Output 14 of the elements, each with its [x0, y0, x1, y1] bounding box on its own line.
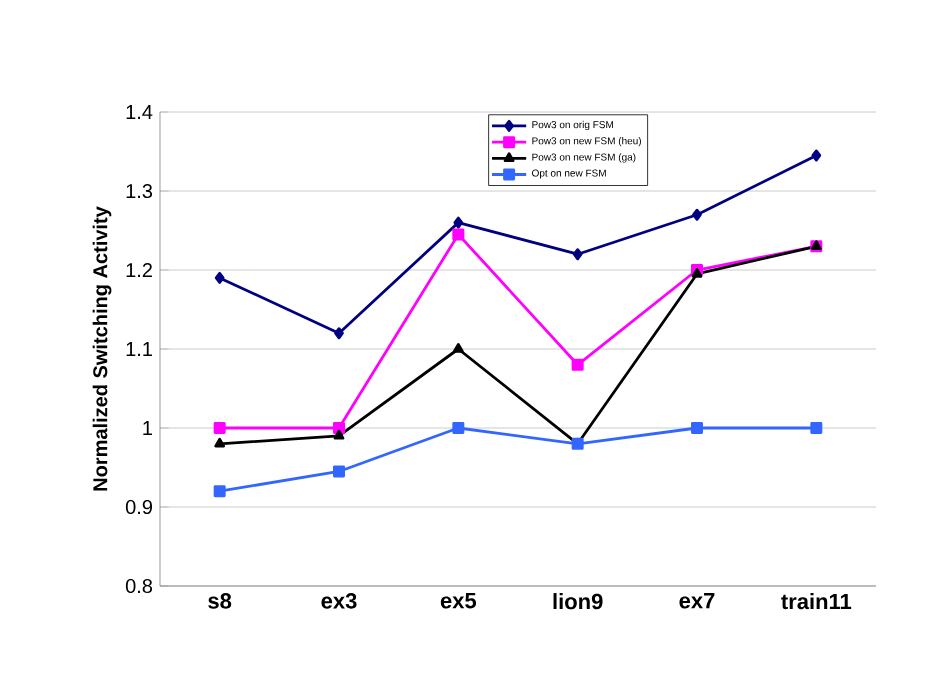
x-tick-label: train11 — [781, 593, 852, 610]
x-tick-label: ex3 — [321, 593, 357, 609]
y-tick-label: 1.1 — [126, 342, 152, 356]
y-tick-label: 0.9 — [125, 499, 153, 515]
x-tick-label: ex5 — [440, 593, 477, 609]
y-axis-title: Normalized Switching Activity — [92, 206, 112, 491]
y-tick-label: 1.4 — [126, 105, 153, 119]
y-tick-label: 1.2 — [126, 263, 152, 277]
x-tick-label: s8 — [208, 593, 232, 609]
y-tick-label: 1 — [143, 421, 152, 435]
y-tick-label: 0.8 — [125, 578, 153, 594]
x-tick-label: ex7 — [679, 593, 715, 609]
x-tick-label: lion9 — [553, 593, 603, 610]
y-tick-label: 1.3 — [126, 183, 153, 199]
